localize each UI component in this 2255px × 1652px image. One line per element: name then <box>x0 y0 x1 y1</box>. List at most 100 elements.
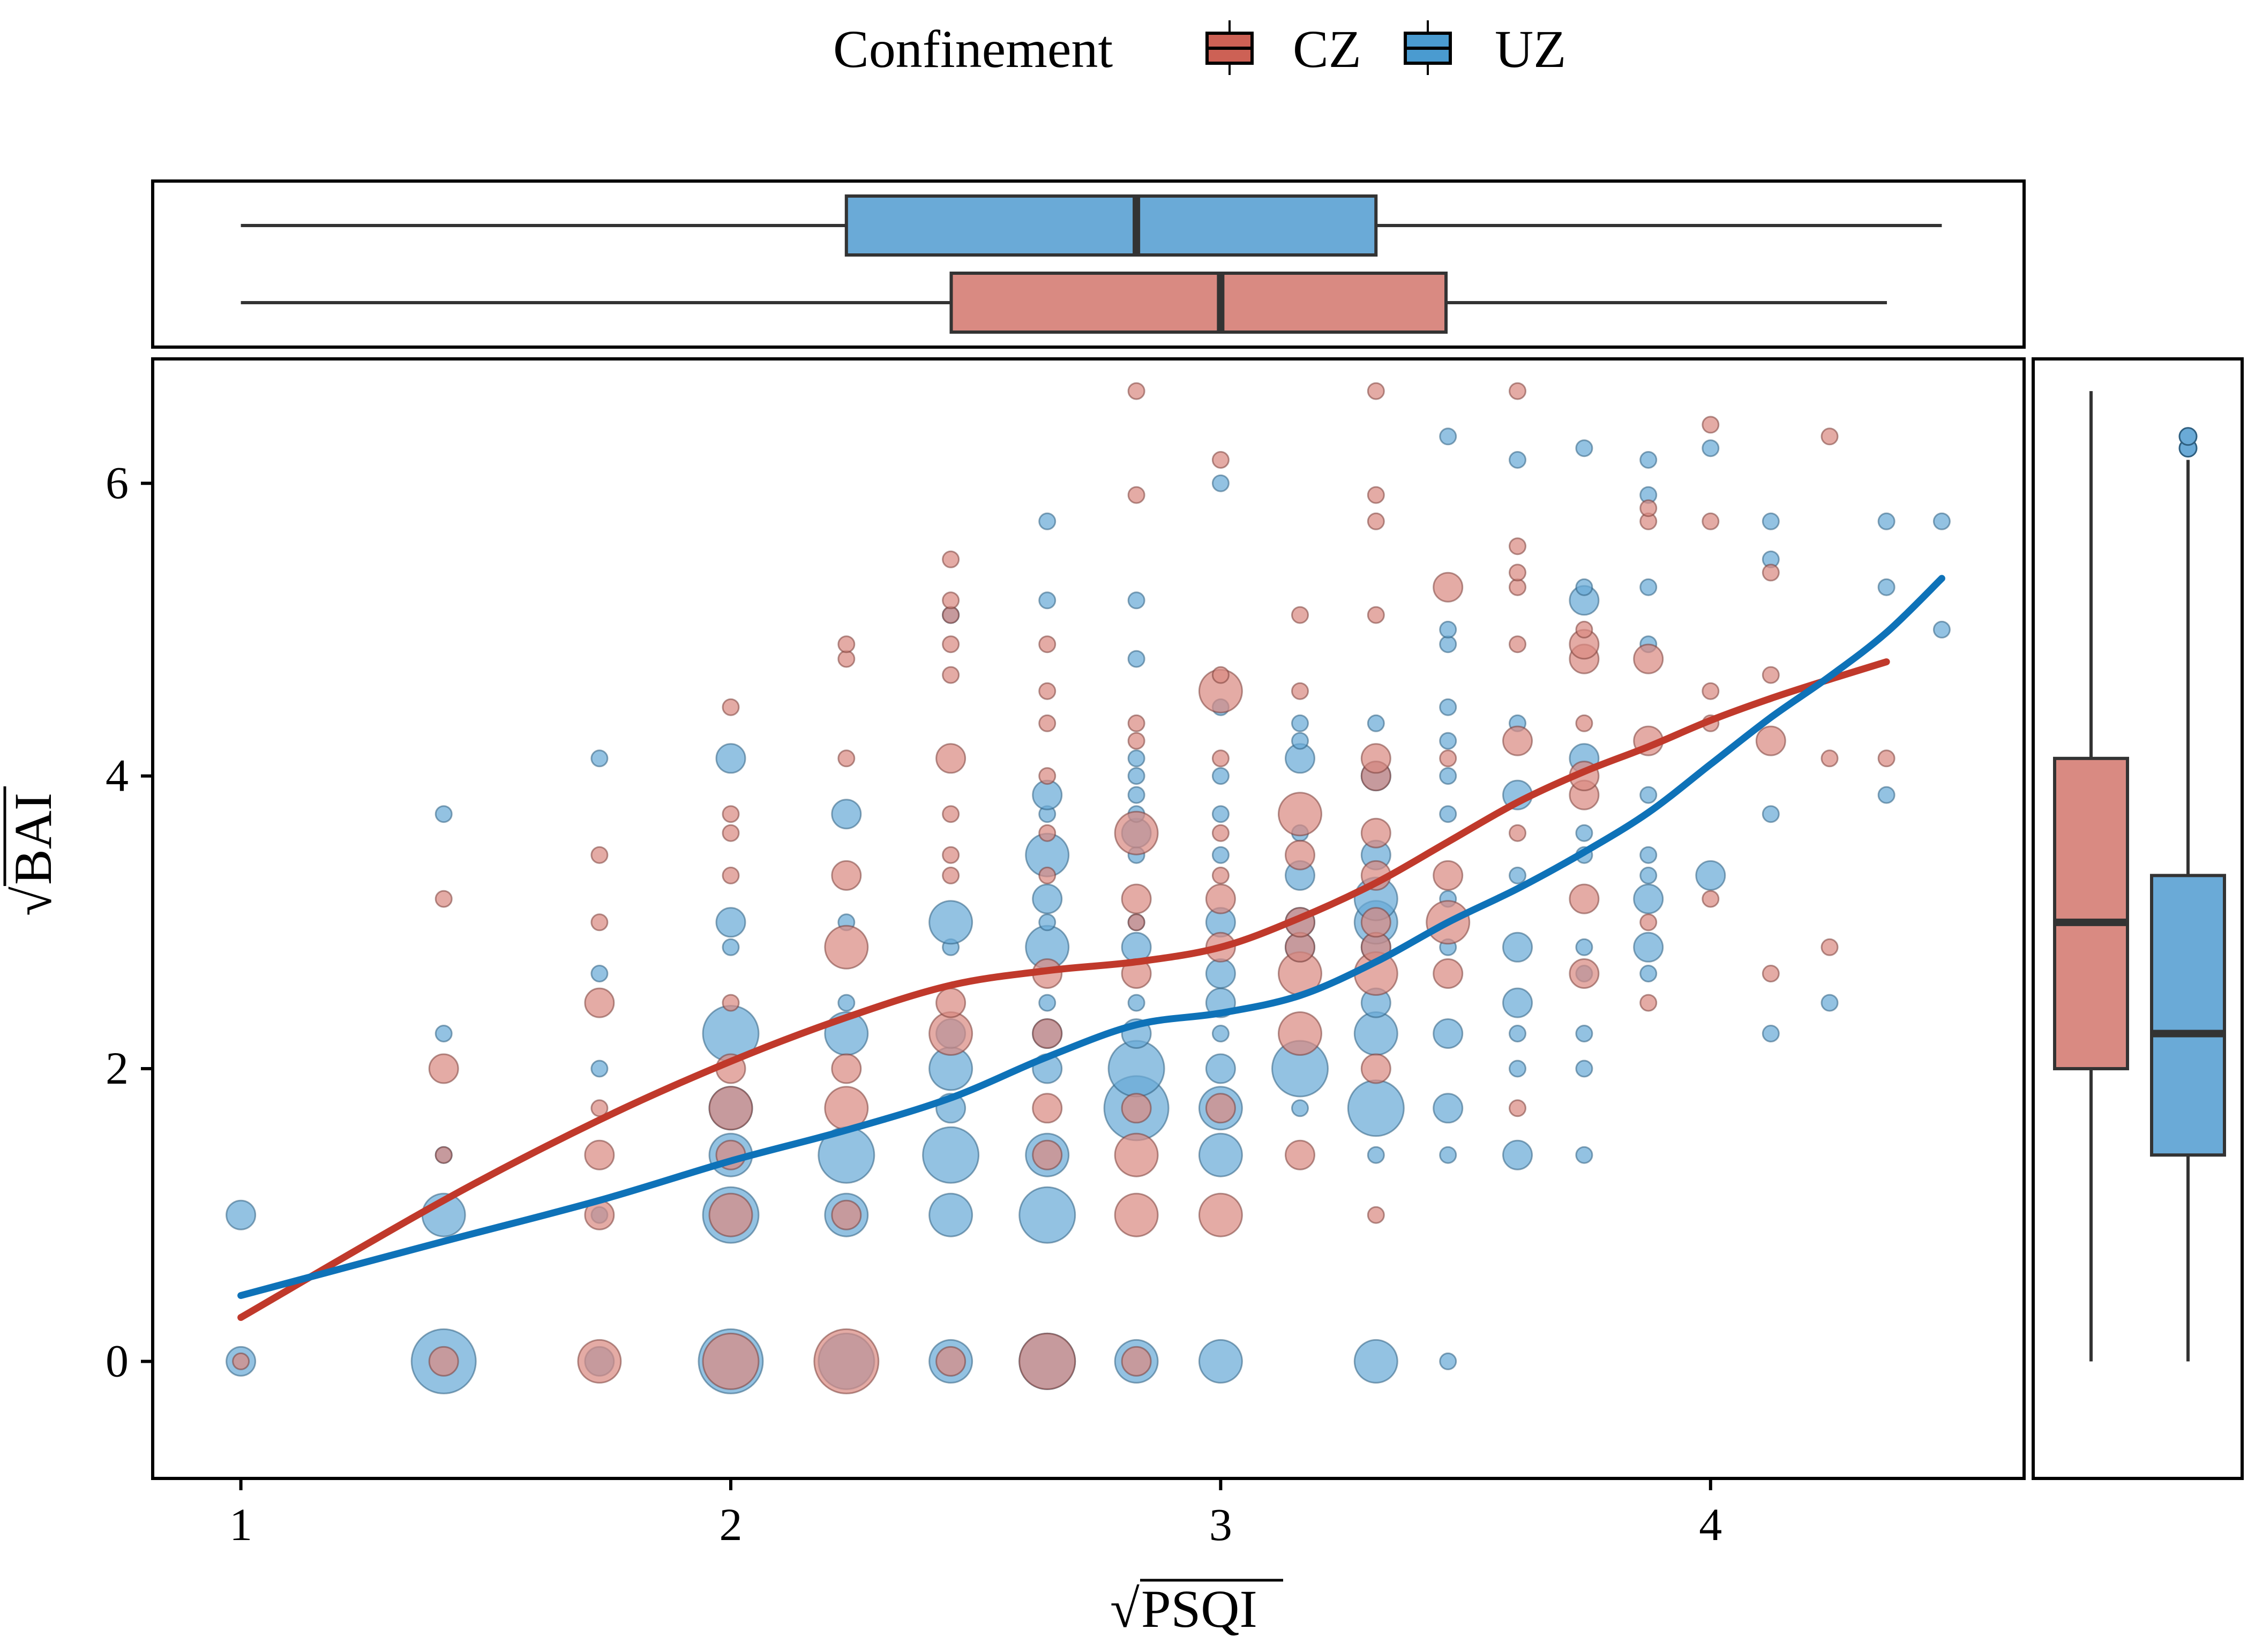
point-cz <box>1639 499 1658 517</box>
point-cz <box>831 1053 862 1084</box>
point-cz <box>935 987 967 1018</box>
y-tick-label: 2 <box>106 1042 129 1094</box>
scatter-panel <box>151 357 2026 1480</box>
point-cz <box>722 994 740 1012</box>
point-uz <box>1877 512 1896 530</box>
scatter-points <box>226 382 1951 1394</box>
point-cz <box>1278 1011 1322 1056</box>
point-uz <box>1018 1186 1076 1244</box>
point-uz <box>1575 439 1593 457</box>
point-cz <box>1367 512 1385 530</box>
point-cz <box>1639 994 1658 1012</box>
point-cz <box>1127 714 1145 732</box>
point-cz <box>1205 1093 1236 1124</box>
svg-text:PSQI: PSQI <box>1141 1579 1257 1639</box>
point-uz <box>715 743 746 774</box>
point-cz <box>1762 564 1780 582</box>
point-uz <box>1932 512 1951 530</box>
point-cz <box>428 1053 459 1084</box>
point-cz <box>837 635 856 654</box>
point-uz <box>1353 1011 1398 1056</box>
point-cz <box>1575 714 1593 732</box>
box <box>844 194 1378 257</box>
axis-ticks: 1 2 3 4 0 2 4 6 <box>106 457 1722 1550</box>
point-uz <box>1205 1053 1236 1084</box>
x-tick-label: 1 <box>229 1499 252 1550</box>
y-tick-label: 4 <box>106 750 129 801</box>
point-cz <box>1509 578 1526 596</box>
point-cz <box>722 824 740 842</box>
y-tick-label: 0 <box>106 1335 129 1386</box>
smooth-lines <box>237 575 1945 1321</box>
point-uz <box>1439 427 1457 446</box>
point-cz <box>1205 883 1236 914</box>
point-uz <box>1032 883 1063 914</box>
point-cz <box>942 550 960 568</box>
x-axis-title: √ PSQI <box>1110 1579 1283 1639</box>
point-uz <box>1639 451 1658 469</box>
point-uz <box>1127 786 1145 804</box>
point-cz <box>1360 1053 1391 1084</box>
x-tick-label: 4 <box>1699 1499 1722 1550</box>
point-cz <box>1038 824 1057 842</box>
point-uz <box>1032 779 1063 810</box>
point-cz <box>1038 635 1057 654</box>
point-uz <box>1211 474 1230 492</box>
point-cz <box>584 987 615 1018</box>
point-uz <box>1353 1339 1398 1384</box>
point-cz <box>1439 749 1457 768</box>
point-cz <box>1038 767 1057 785</box>
point-cz <box>1702 512 1720 530</box>
top-boxplot-panel <box>151 179 2026 349</box>
outlier-point <box>2178 427 2198 446</box>
point-uz <box>1502 932 1533 963</box>
point-uz <box>1821 994 1839 1012</box>
point-cz <box>942 635 960 654</box>
point-uz <box>928 900 973 945</box>
point-cz <box>1114 810 1159 855</box>
point-uz <box>1502 987 1533 1018</box>
point-uz <box>1877 786 1896 804</box>
point-uz <box>1639 866 1658 884</box>
point-cz <box>942 866 960 884</box>
point-uz <box>1038 913 1057 932</box>
point-cz <box>434 1146 453 1164</box>
point-cz <box>1877 749 1896 768</box>
point-cz <box>1211 666 1230 684</box>
point-uz <box>590 749 609 768</box>
point-cz <box>1509 635 1526 654</box>
box <box>949 272 1448 334</box>
point-uz <box>1127 749 1145 768</box>
point-uz <box>1639 965 1658 982</box>
point-uz <box>1762 805 1780 823</box>
point-cz <box>590 846 609 864</box>
point-uz <box>1439 635 1457 654</box>
point-cz <box>1198 1192 1243 1237</box>
point-uz <box>1211 805 1230 823</box>
svg-text:√: √ <box>3 887 63 916</box>
top-boxplot-uz <box>241 194 1942 257</box>
point-uz <box>1198 1132 1243 1177</box>
point-cz <box>1762 965 1780 982</box>
point-cz <box>1032 1093 1063 1124</box>
point-cz <box>935 1346 967 1377</box>
smooth-line-cz <box>237 658 1890 1321</box>
right-boxplots <box>2053 391 2226 1362</box>
legend-key-uz <box>1404 20 1452 75</box>
point-cz <box>824 925 869 970</box>
point-cz <box>1211 749 1230 768</box>
point-uz <box>434 805 453 823</box>
point-cz <box>1360 743 1391 774</box>
point-cz <box>577 1339 622 1384</box>
point-cz <box>1360 817 1391 848</box>
point-uz <box>1575 1025 1593 1042</box>
point-uz <box>1509 1060 1526 1078</box>
point-uz <box>1639 846 1658 864</box>
point-uz <box>1439 1352 1457 1370</box>
legend-key-cz <box>1205 20 1254 75</box>
point-uz <box>1433 1018 1464 1049</box>
point-cz <box>590 913 609 932</box>
point-cz <box>942 606 960 624</box>
point-cz <box>1278 792 1322 837</box>
